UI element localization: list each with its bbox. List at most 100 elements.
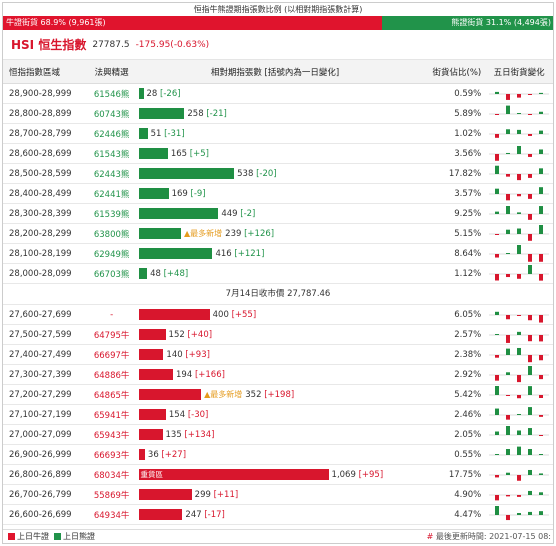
qty-value: 247: [185, 509, 202, 520]
qty-text: 169 [-9]: [172, 189, 206, 199]
sparkline-bar: [528, 233, 533, 241]
sparkline-bar: [539, 205, 544, 214]
table-row: 28,400-28,499 62441熊 169 [-9] 3.57%: [3, 184, 553, 204]
spark-cell: [485, 505, 553, 525]
issuer-code-link[interactable]: 66693牛: [93, 450, 130, 461]
issuer-code-link[interactable]: 66703熊: [93, 269, 130, 280]
table-row: 28,800-28,899 60743熊 258 [-21] 5.89%: [3, 104, 553, 124]
sparkline-bar: [528, 427, 533, 435]
issuer-code-link[interactable]: 61539熊: [93, 209, 130, 220]
sparkline-bar: [539, 453, 544, 455]
close-price-separator: 7月14日收市價 27,787.46: [3, 284, 553, 305]
sparkline-bar: [528, 213, 533, 220]
sparkline-bar: [506, 205, 511, 214]
sparkline-bar: [539, 472, 544, 475]
qty-delta: [-21]: [206, 108, 227, 119]
issuer-code-link[interactable]: 61543熊: [93, 149, 130, 160]
qty-cell: 169 [-9]: [137, 188, 414, 199]
qty-text: 135 [+134]: [166, 430, 215, 440]
sparkline-bar: [495, 431, 500, 435]
range-cell: 28,800-28,899: [9, 108, 72, 119]
index-name[interactable]: HSI 恒生指數: [11, 38, 87, 52]
sparkline-bar: [539, 354, 544, 360]
table-row: 28,500-28,599 62443熊 538 [-20] 17.82%: [3, 164, 553, 184]
sparkline-bar: [506, 334, 511, 343]
pct-cell: 2.38%: [454, 349, 482, 360]
table-row: 26,600-26,699 64934牛 247 [-17] 4.47%: [3, 505, 553, 525]
bull-qty-bar: [138, 409, 166, 420]
sparkline-bar: [506, 348, 511, 355]
issuer-code-link[interactable]: 61546熊: [93, 89, 130, 100]
qty-delta: [-31]: [164, 128, 185, 139]
five-day-sparkline: [489, 244, 550, 262]
range-cell: 27,000-27,099: [9, 429, 72, 440]
sparkline-bar: [517, 129, 522, 134]
spark-cell: [485, 445, 553, 465]
sparkline-bar: [517, 446, 522, 455]
issuer-code-link[interactable]: 64886牛: [93, 370, 130, 381]
qty-text: 51 [-31]: [151, 129, 185, 139]
issuer-code-link[interactable]: 65941牛: [93, 410, 130, 421]
sparkline-bar: [517, 413, 522, 415]
bear-qty-bar: [138, 248, 213, 259]
qty-value: 400: [212, 309, 229, 320]
issuer-code-link[interactable]: 68034牛: [93, 470, 130, 481]
sparkline-bar: [506, 448, 511, 455]
issuer-code-link[interactable]: 60743熊: [93, 109, 130, 120]
qty-delta: [-2]: [240, 208, 256, 219]
five-day-sparkline: [489, 446, 550, 455]
issuer-code-link[interactable]: 64934牛: [93, 510, 130, 521]
qty-cell: 538 [-20]: [137, 168, 414, 179]
issuer-code-link[interactable]: 64865牛: [93, 390, 130, 401]
qty-text: 194 [+166]: [176, 370, 225, 380]
issuer-code-link[interactable]: 55869牛: [93, 490, 130, 501]
qty-cell: 400 [+55]: [137, 309, 414, 320]
sparkline-bar: [506, 252, 511, 254]
sparkline-bar: [495, 233, 500, 235]
qty-value: 140: [166, 349, 183, 360]
spark-cell: [485, 365, 553, 385]
issuer-code-link[interactable]: 62949熊: [93, 249, 130, 260]
five-day-sparkline: [489, 128, 550, 138]
hash-icon: #: [426, 532, 434, 541]
qty-delta: [+126]: [244, 228, 275, 239]
qty-cell: 165 [+5]: [137, 148, 414, 159]
bear-qty-bar: [138, 228, 181, 239]
five-day-sparkline: [489, 425, 550, 436]
bear-qty-bar: [138, 188, 169, 199]
qty-text: 48 [+48]: [150, 269, 188, 279]
spark-cell: [485, 84, 553, 104]
qty-cell: ▲最多新增 239 [+126]: [137, 228, 414, 239]
qty-text: 352 [+198]: [245, 390, 294, 400]
range-cell: 28,400-28,499: [9, 188, 72, 199]
range-cell: 26,700-26,799: [9, 489, 72, 500]
qty-delta: [+95]: [358, 469, 384, 480]
hsi-quote: HSI 恒生指數 27787.5 -175.95(-0.63%): [3, 30, 553, 60]
issuer-code-link[interactable]: 62443熊: [93, 169, 130, 180]
issuer-code-link[interactable]: 63800熊: [93, 229, 130, 240]
bull-qty-bar: [138, 349, 164, 360]
qty-text: 299 [+11]: [195, 490, 239, 500]
table-row: 27,600-27,699 - 400 [+55] 6.05%: [3, 305, 553, 325]
sparkline-bar: [539, 491, 544, 495]
sparkline-bar: [539, 374, 544, 379]
issuer-code-link[interactable]: 62441熊: [93, 189, 130, 200]
issuer-code-link[interactable]: -: [110, 309, 114, 320]
sparkline-bar: [495, 91, 500, 94]
table-row: 27,500-27,599 64795牛 152 [+40] 2.57%: [3, 325, 553, 345]
pct-cell: 0.55%: [454, 449, 482, 460]
issuer-code-link[interactable]: 65943牛: [93, 430, 130, 441]
qty-value: 48: [150, 268, 161, 279]
issuer-code-link[interactable]: 62446熊: [93, 129, 130, 140]
issuer-code-link[interactable]: 64795牛: [93, 330, 130, 341]
pct-cell: 17.82%: [448, 168, 482, 179]
qty-delta: [+27]: [161, 449, 187, 460]
sparkline-bar: [528, 334, 533, 341]
qty-cell: 299 [+11]: [137, 489, 414, 500]
pct-cell: 5.42%: [454, 389, 482, 400]
sparkline-bar: [528, 314, 533, 320]
pct-cell: 6.05%: [454, 309, 482, 320]
sparkline-bar: [506, 414, 511, 420]
sparkline-bar: [528, 133, 533, 136]
issuer-code-link[interactable]: 66697牛: [93, 350, 130, 361]
